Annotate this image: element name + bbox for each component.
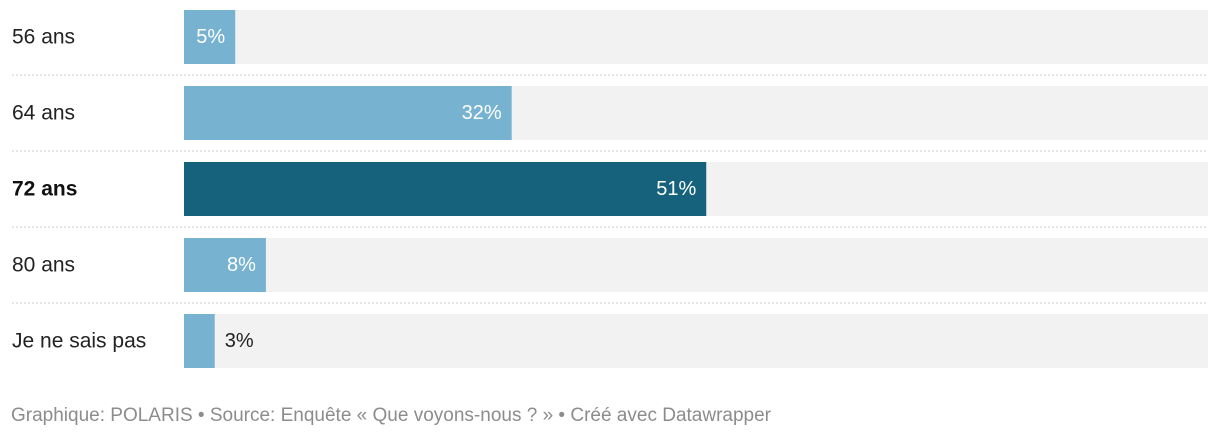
category-label: 56 ans — [12, 26, 75, 49]
bar — [184, 86, 512, 140]
value-label: 51% — [656, 178, 696, 200]
bar — [184, 238, 266, 292]
category-label: Je ne sais pas — [12, 330, 146, 353]
value-label: 3% — [225, 330, 254, 352]
bar-chart: 56 ans 5% 64 ans 32% 72 ans 51% 80 ans 8% Je ne … — [12, 10, 1208, 368]
category-label: 64 ans — [12, 102, 75, 125]
bar — [184, 162, 707, 216]
bar-track — [184, 10, 1208, 64]
chart-footer-credit: Graphique: POLARIS • Source: Enquête « Q… — [11, 405, 771, 426]
value-label: 8% — [227, 254, 256, 276]
bar-track — [184, 238, 1208, 292]
category-label: 72 ans — [12, 178, 77, 201]
value-label: 5% — [196, 26, 225, 48]
bar — [184, 314, 215, 368]
category-label: 80 ans — [12, 254, 75, 277]
value-label: 32% — [462, 102, 502, 124]
bar-track — [184, 314, 1208, 368]
bar — [184, 10, 236, 64]
